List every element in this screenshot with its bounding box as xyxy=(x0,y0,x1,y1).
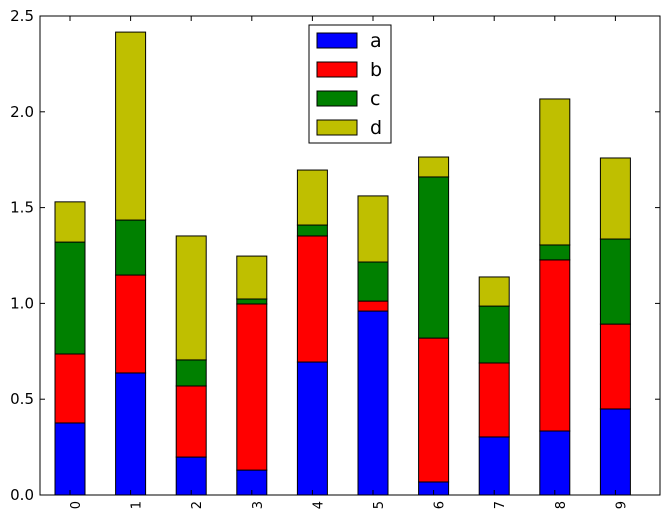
legend-label-b: b xyxy=(370,59,382,81)
bar-c-4 xyxy=(296,224,328,237)
y-tick-label: 1.0 xyxy=(10,294,34,312)
bars-group xyxy=(54,31,631,496)
x-tick-label: 0 xyxy=(69,501,84,509)
bar-a-8 xyxy=(539,430,571,496)
bar-a-9 xyxy=(599,408,631,496)
bar-d-5 xyxy=(357,195,389,263)
bar-d-7 xyxy=(478,276,510,307)
bar-b-1 xyxy=(115,274,147,374)
bar-d-8 xyxy=(539,98,571,246)
x-tick-label: 7 xyxy=(493,501,508,509)
bar-c-1 xyxy=(115,219,147,276)
bar-a-1 xyxy=(115,372,147,496)
legend-swatch-d xyxy=(316,119,358,136)
bar-a-5 xyxy=(357,310,389,496)
bar-c-0 xyxy=(54,241,86,355)
bar-c-7 xyxy=(478,305,510,364)
bar-c-6 xyxy=(418,176,450,339)
bar-a-0 xyxy=(54,422,86,496)
bar-b-3 xyxy=(236,303,268,471)
bar-d-1 xyxy=(115,31,147,221)
bar-d-6 xyxy=(418,156,450,178)
bar-b-4 xyxy=(296,235,328,363)
bar-b-8 xyxy=(539,259,571,432)
bar-a-7 xyxy=(478,436,510,496)
bar-a-2 xyxy=(175,456,207,496)
x-tick-label: 2 xyxy=(190,501,205,509)
bar-c-8 xyxy=(539,244,571,261)
legend-label-a: a xyxy=(370,30,382,52)
plot-frame xyxy=(39,15,661,496)
bar-b-5 xyxy=(357,300,389,312)
legend-swatch-a xyxy=(316,32,358,49)
y-tick-label: 1.5 xyxy=(10,199,34,217)
bar-c-5 xyxy=(357,261,389,302)
y-tick-label: 0.5 xyxy=(10,390,34,408)
x-tick-label: 3 xyxy=(251,501,266,509)
bar-d-9 xyxy=(599,157,631,240)
x-tick-label: 6 xyxy=(433,501,448,509)
bar-c-9 xyxy=(599,238,631,325)
legend-label-c: c xyxy=(370,88,380,110)
bar-b-0 xyxy=(54,353,86,424)
x-tick-label: 8 xyxy=(554,501,569,509)
x-tick-label: 1 xyxy=(130,501,145,509)
legend-swatch-b xyxy=(316,61,358,78)
bar-d-0 xyxy=(54,201,86,243)
bar-c-3 xyxy=(236,298,268,305)
x-tick-label: 5 xyxy=(372,501,387,509)
bar-b-6 xyxy=(418,337,450,483)
bar-c-2 xyxy=(175,359,207,387)
legend-swatch-c xyxy=(316,90,358,107)
bar-d-4 xyxy=(296,169,328,226)
x-tick-label: 9 xyxy=(614,501,629,509)
y-tick-label: 0.0 xyxy=(10,486,34,504)
bar-d-2 xyxy=(175,235,207,361)
legend-label-d: d xyxy=(370,117,382,139)
y-tick-label: 2.0 xyxy=(10,103,34,121)
bar-b-7 xyxy=(478,362,510,438)
bar-a-4 xyxy=(296,361,328,496)
x-tick-label: 4 xyxy=(311,501,326,509)
bar-b-9 xyxy=(599,323,631,410)
bar-b-2 xyxy=(175,385,207,458)
axes-group: 0.0 0.5 1.0 1.5 2.0 2.5 0 1 2 3 4 5 6 7 8 9 xyxy=(10,7,661,509)
bar-d-3 xyxy=(236,255,268,300)
y-tick-label: 2.5 xyxy=(10,7,34,25)
